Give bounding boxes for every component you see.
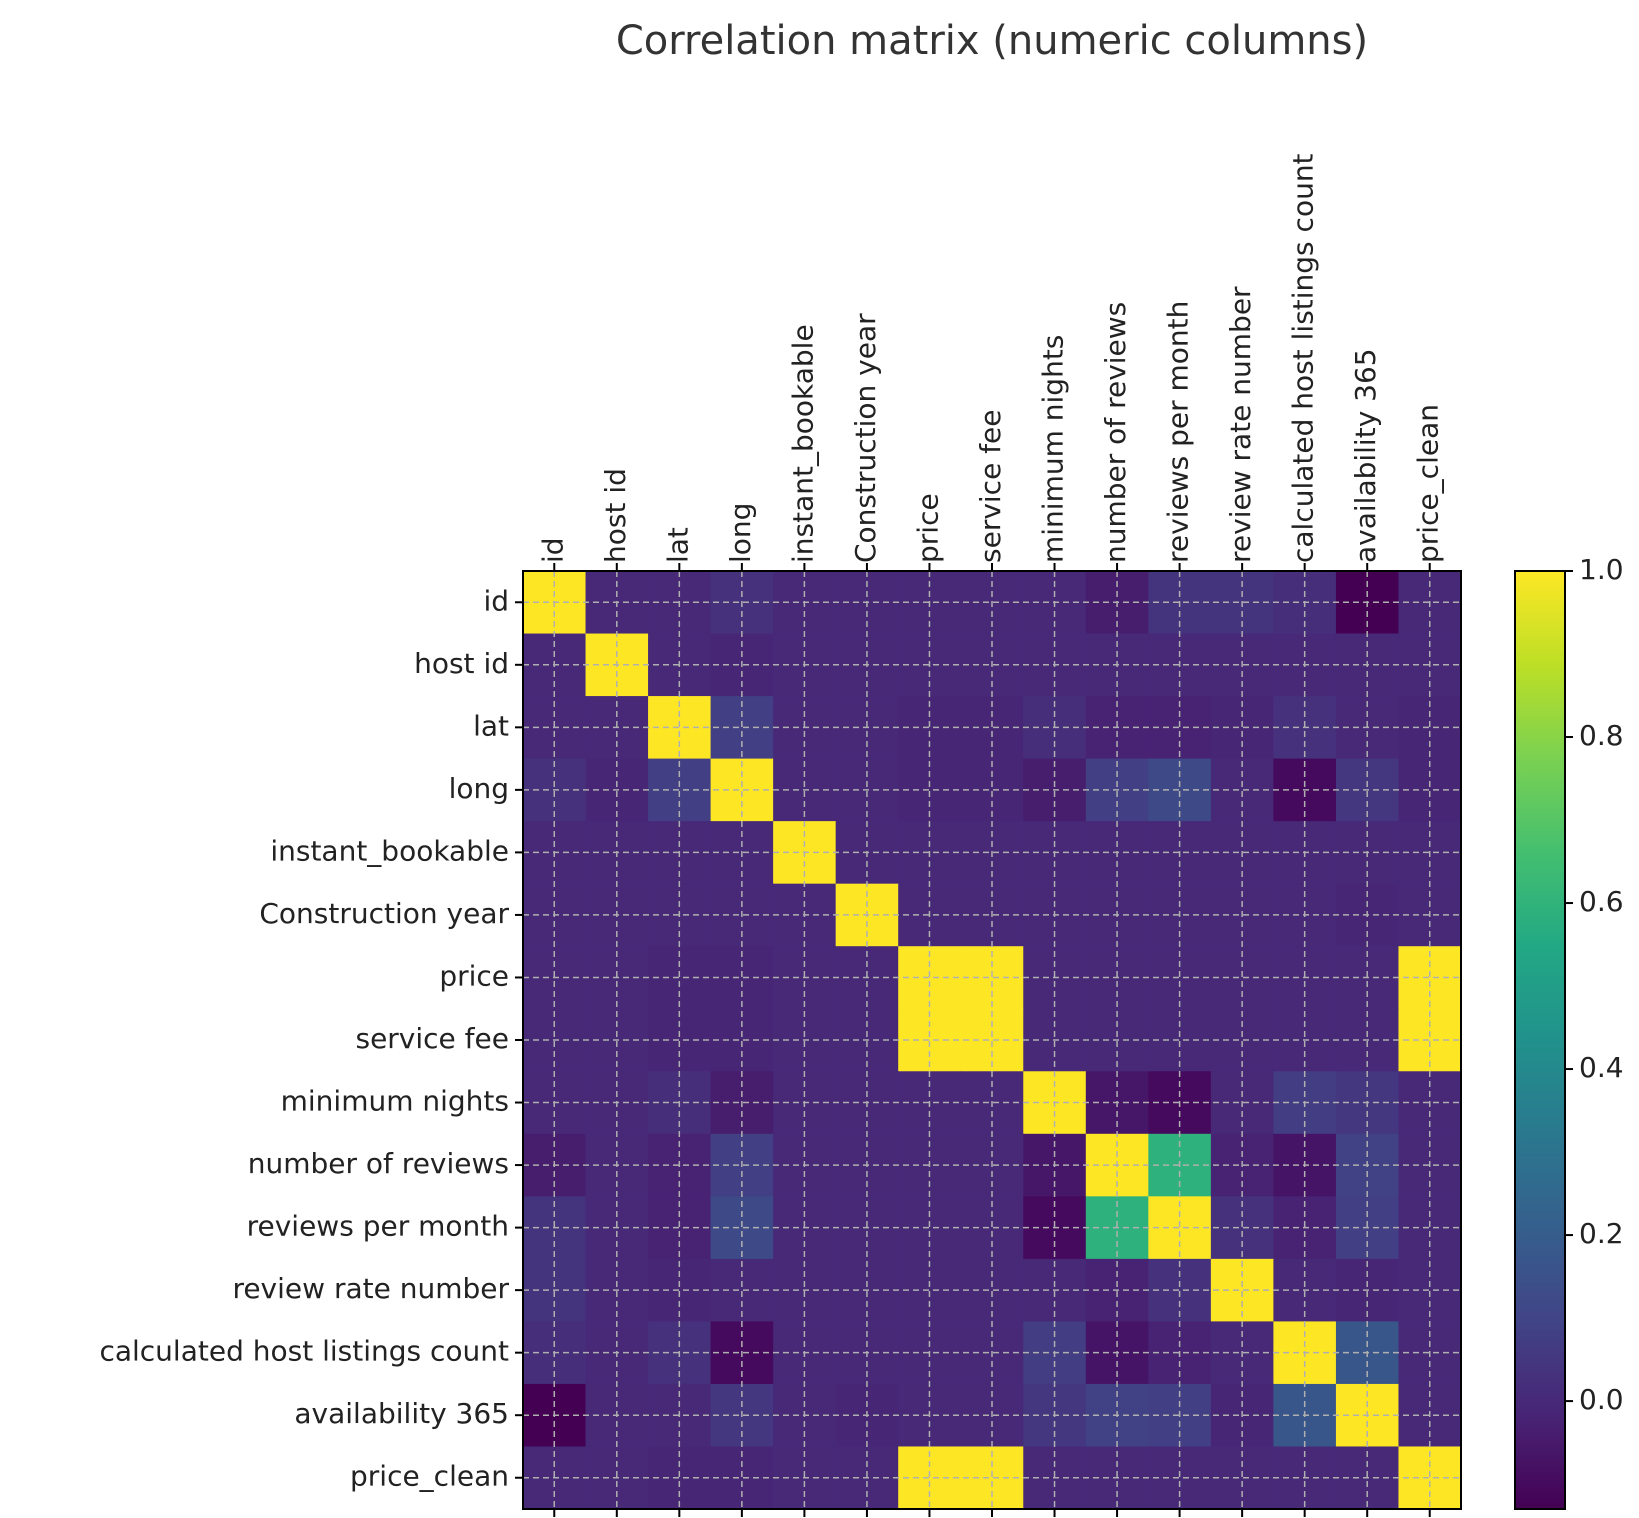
gridlines [523,571,1461,1509]
colorbar-tick-label: 0.2 [1579,1217,1624,1250]
x-tick-label: availability 365 [1349,348,1382,563]
colorbar-gradient [1514,570,1566,1510]
x-tick-label: number of reviews [1099,302,1132,563]
chart-title: Correlation matrix (numeric columns) [616,18,1368,64]
colorbar-ticks: 0.0 0.2 0.4 0.6 0.8 1.0 [1565,553,1624,1416]
y-tick-label: host id [414,647,509,680]
colorbar-tick-label: 0.6 [1579,885,1624,918]
x-tick-label: lat [661,527,694,563]
x-tick-label: Construction year [849,313,882,563]
y-tick-label: minimum nights [281,1085,509,1118]
x-tick-label: host id [599,468,632,563]
x-tick-label: id [536,537,569,563]
colorbar-tick-label: 1.0 [1579,553,1624,586]
x-tick-label: calculated host listings count [1287,153,1320,563]
colorbar-tick-label: 0.4 [1579,1051,1624,1084]
x-tick-label: reviews per month [1162,301,1195,563]
colorbar: 0.0 0.2 0.4 0.6 0.8 1.0 [1514,553,1624,1510]
x-tick-label: price_clean [1412,404,1445,563]
y-tick-label: availability 365 [294,1397,509,1430]
y-tick-label: review rate number [232,1272,509,1305]
y-tick-label: price_clean [350,1460,509,1493]
x-tick-label: minimum nights [1037,335,1070,563]
y-tick-label: Construction year [259,897,509,930]
y-tick-label: reviews per month [247,1210,509,1243]
x-tick-label: long [724,503,757,563]
colorbar-tick-label: 0.8 [1579,719,1624,752]
y-tick-label: lat [473,709,509,742]
x-tick-label: review rate number [1224,286,1257,563]
colorbar-tick-label: 0.0 [1579,1383,1624,1416]
x-tick-label: instant_bookable [786,324,819,563]
y-tick-label: instant_bookable [270,834,509,867]
x-tick-label: service fee [974,409,1007,563]
y-tick-label: calculated host listings count [99,1335,509,1368]
y-tick-label: service fee [355,1022,509,1055]
y-tick-label: id [483,584,509,617]
y-tick-label: number of reviews [248,1147,509,1180]
y-tick-label: price [439,959,509,992]
x-tick-label: price [911,493,944,563]
x-tick-labels: id host id lat long instant_bookable Construc… [536,153,1445,1517]
y-tick-labels: id host id lat long instant_bookable Construc… [99,584,523,1493]
y-tick-label: long [449,772,509,805]
